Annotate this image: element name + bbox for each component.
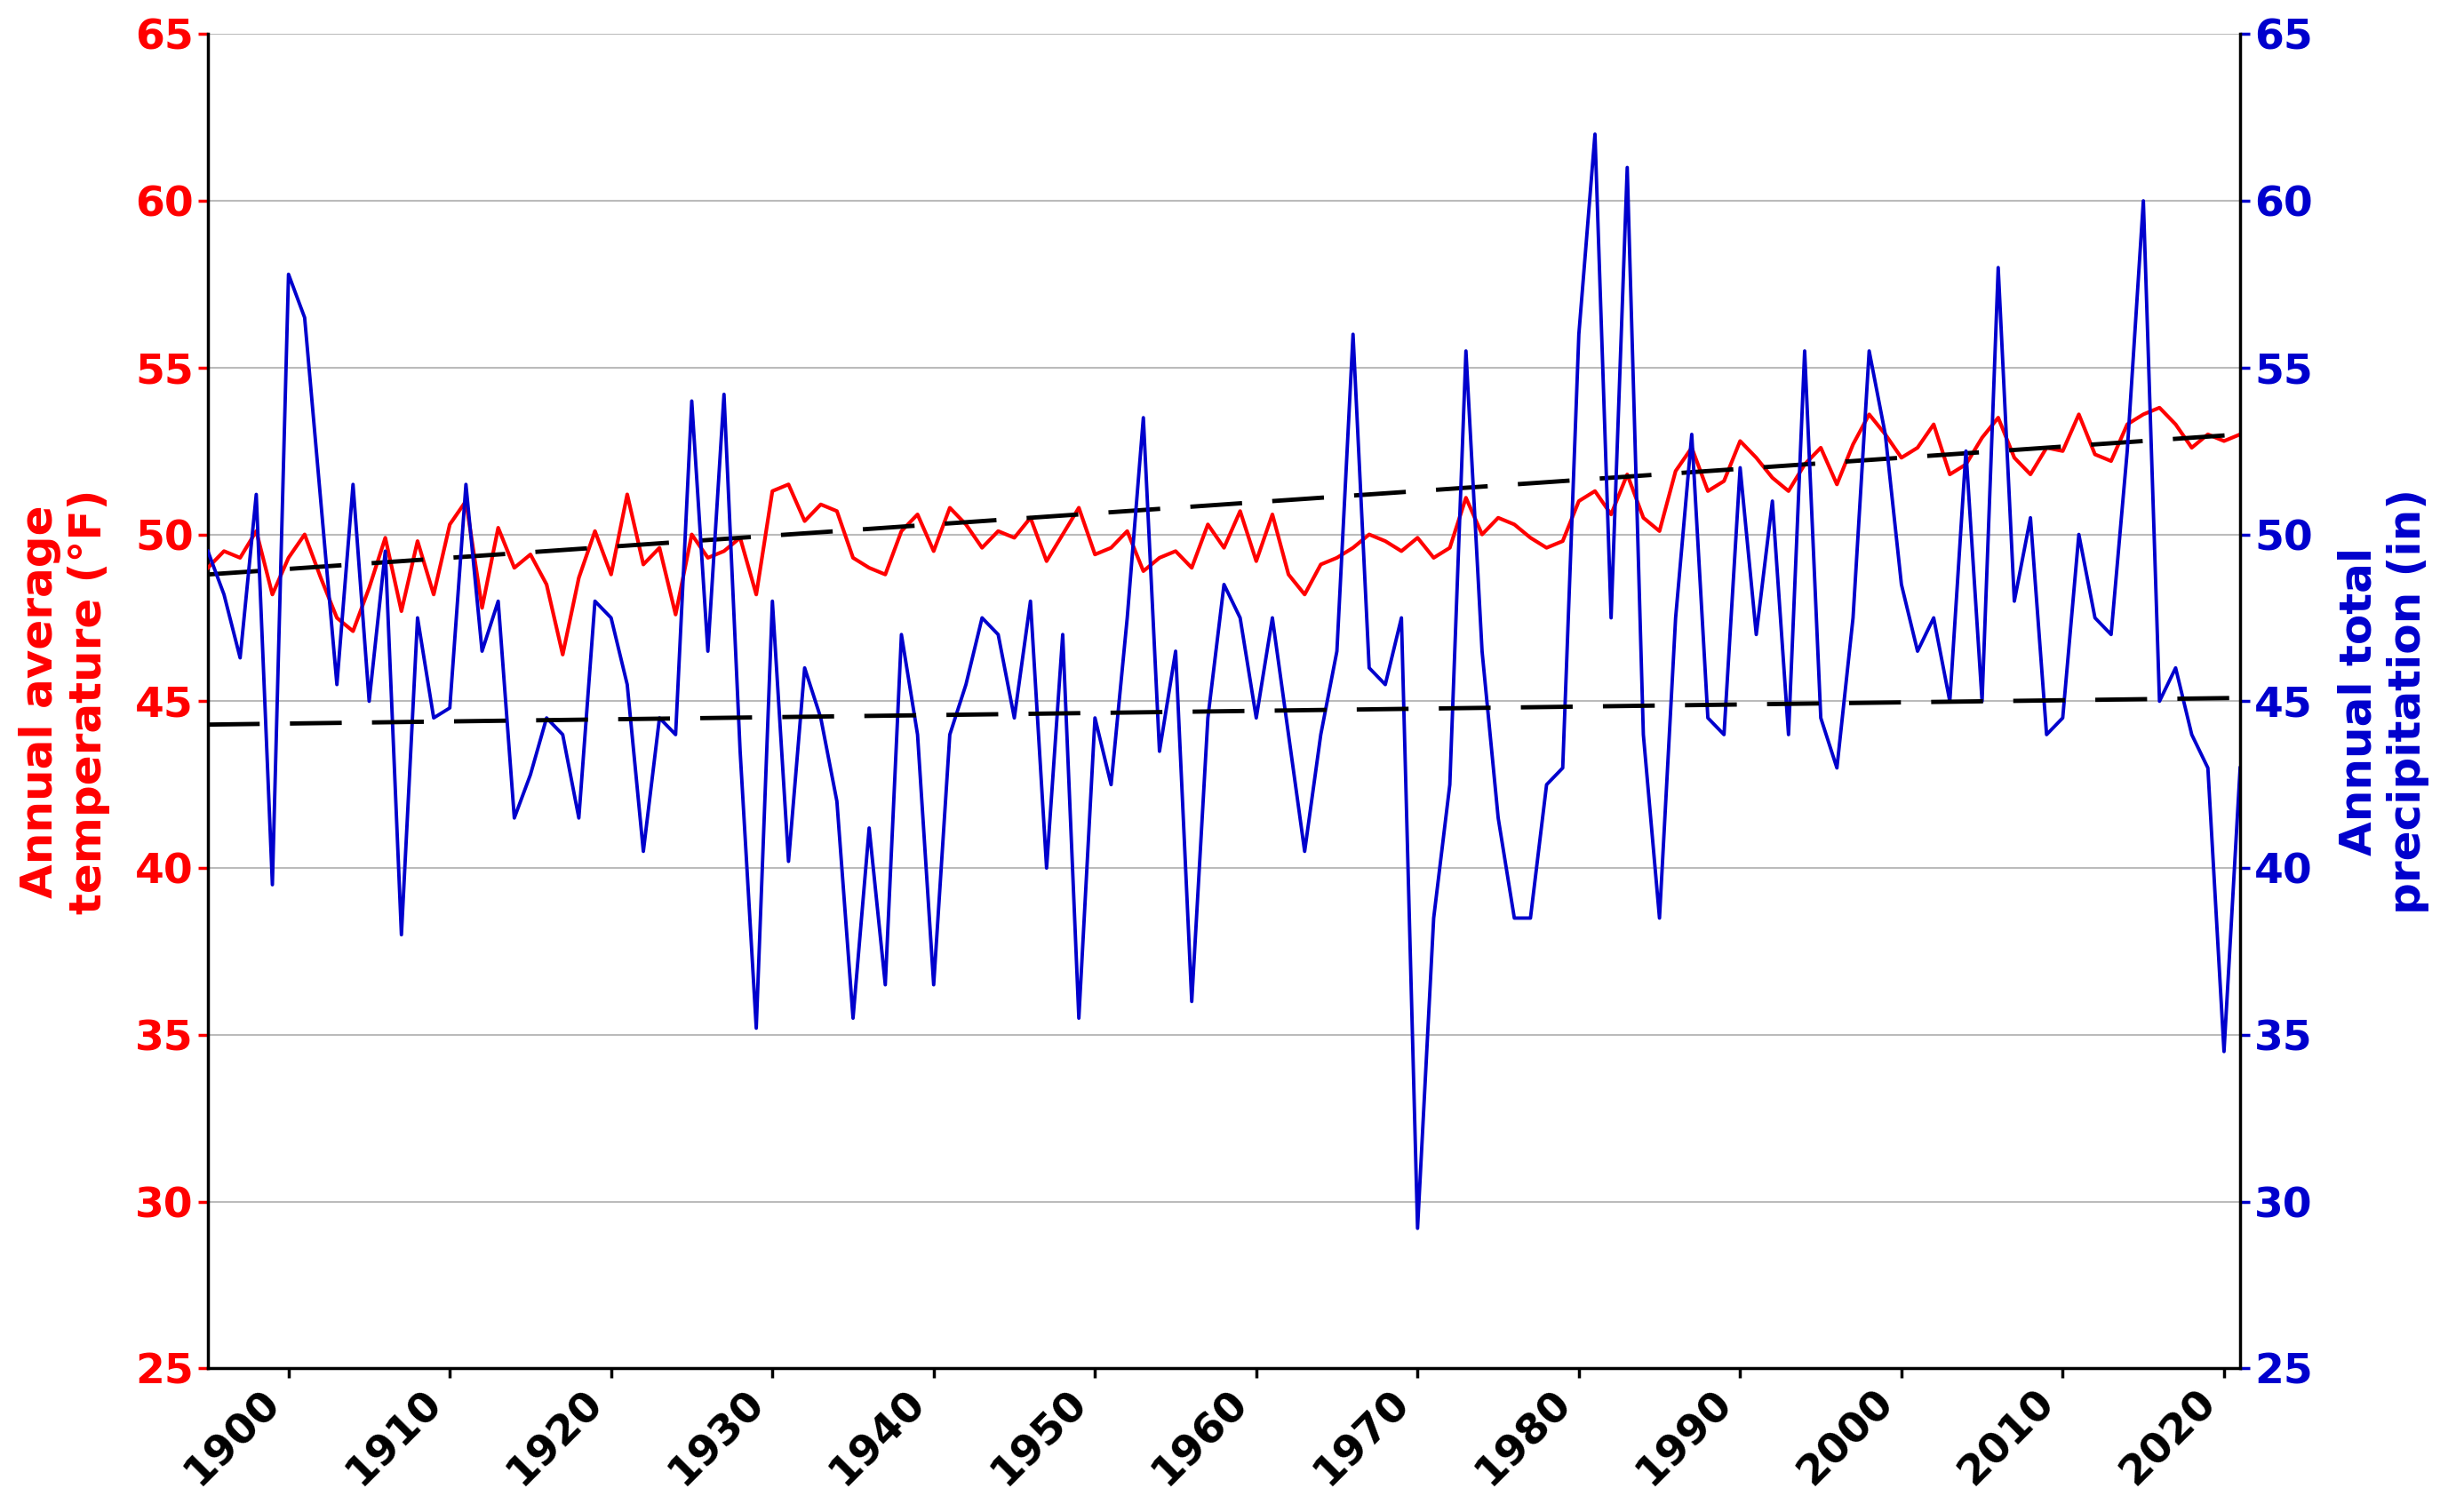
Y-axis label: Annual total
precipitation (in): Annual total precipitation (in) bbox=[2338, 488, 2428, 915]
Y-axis label: Annual average
temperature (°F): Annual average temperature (°F) bbox=[20, 488, 110, 913]
